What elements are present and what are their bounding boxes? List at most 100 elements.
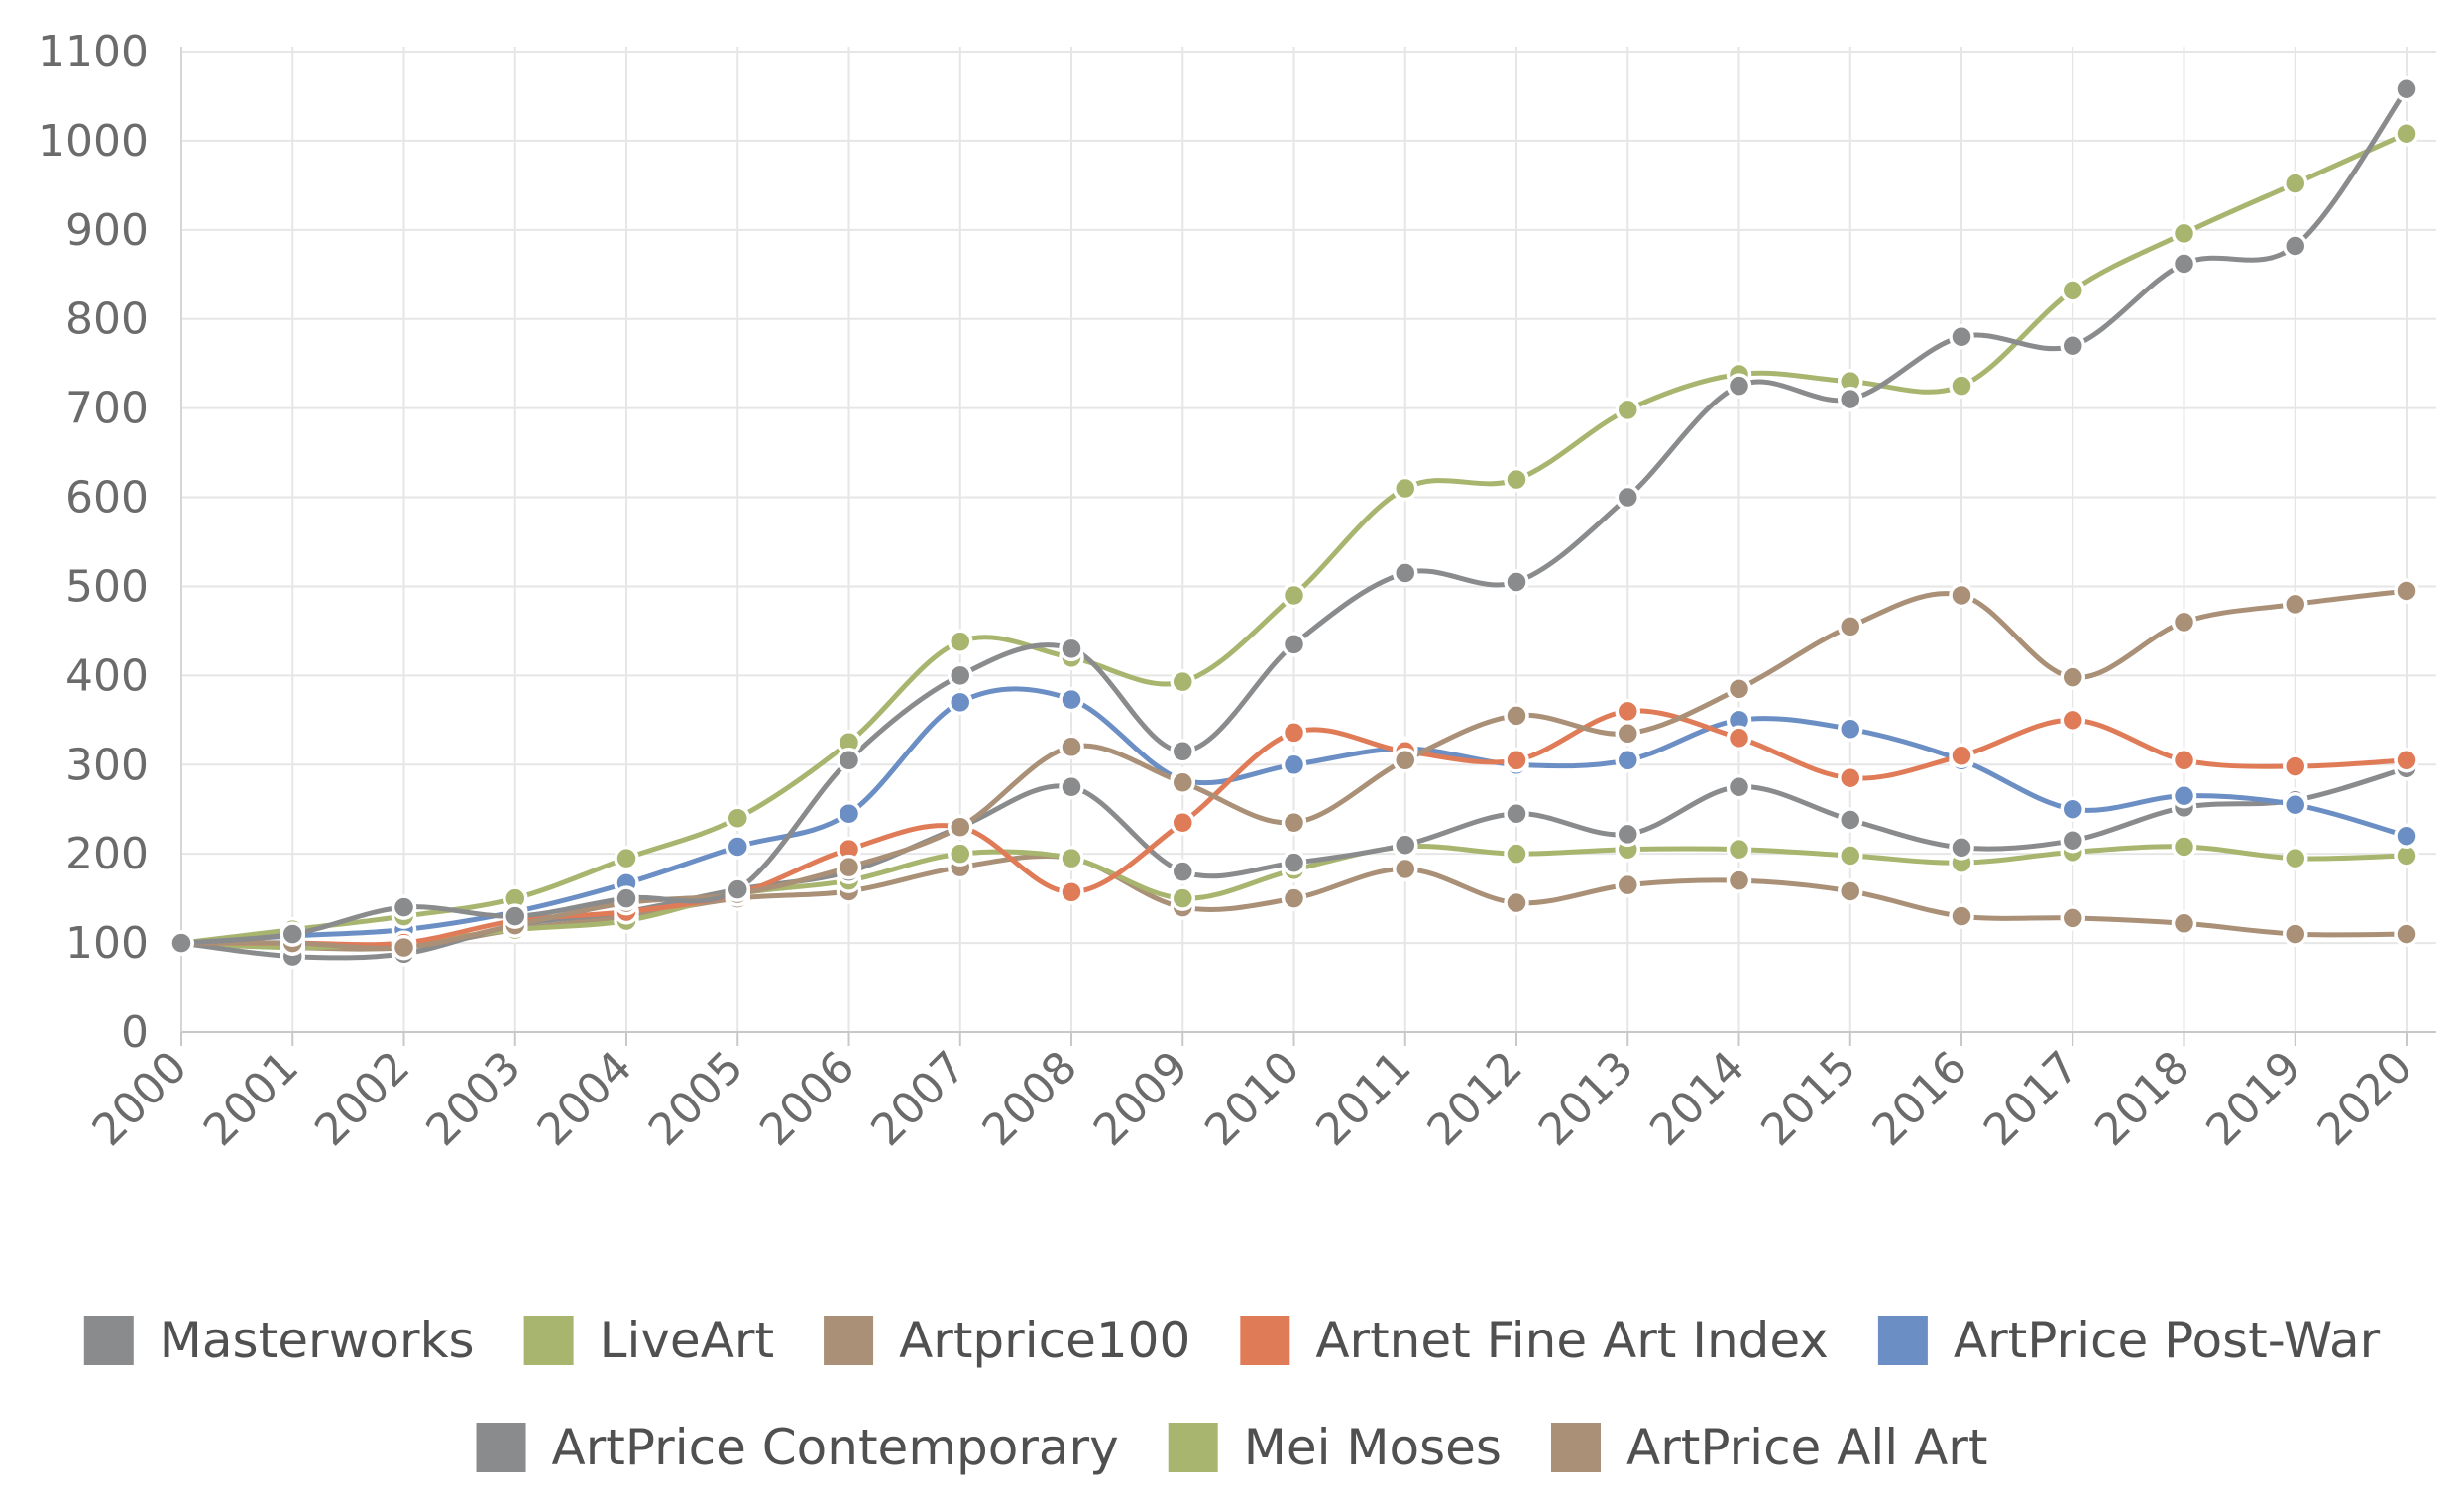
data-point-artnet-fine-art-index-2015[interactable] xyxy=(1838,765,1863,791)
data-point-artprice-post-war-2020[interactable] xyxy=(2394,823,2419,849)
data-point-artprice-all-art-2013[interactable] xyxy=(1615,871,1640,898)
legend-item-artprice-post-war[interactable]: ArtPrice Post-War xyxy=(1877,1312,2381,1369)
data-point-artprice100-2015[interactable] xyxy=(1838,614,1863,639)
data-point-mei-moses-2015[interactable] xyxy=(1838,843,1863,868)
legend-item-artprice-all-art[interactable]: ArtPrice All Art xyxy=(1550,1419,1987,1476)
data-point-artprice100-2006[interactable] xyxy=(836,854,862,880)
data-point-artprice-contemporary-2011[interactable] xyxy=(1393,832,1418,858)
legend-item-artnet-fine-art-index[interactable]: Artnet Fine Art Index xyxy=(1240,1312,1829,1369)
data-point-masterworks-2001[interactable] xyxy=(280,921,305,947)
data-point-artprice-contemporary-2013[interactable] xyxy=(1615,821,1640,848)
data-point-artprice-post-war-2015[interactable] xyxy=(1838,716,1863,743)
data-point-artprice-post-war-2013[interactable] xyxy=(1615,748,1640,773)
data-point-artprice-all-art-2012[interactable] xyxy=(1504,889,1529,916)
data-point-artprice-contemporary-2017[interactable] xyxy=(2060,827,2085,854)
data-point-artprice100-2020[interactable] xyxy=(2394,578,2419,604)
data-point-artnet-fine-art-index-2018[interactable] xyxy=(2171,748,2197,773)
data-point-masterworks-2020[interactable] xyxy=(2394,76,2419,102)
data-point-masterworks-2009[interactable] xyxy=(1170,739,1195,764)
data-point-artprice-post-war-2007[interactable] xyxy=(948,689,973,716)
data-point-artprice-post-war-2019[interactable] xyxy=(2283,791,2308,818)
data-point-artnet-fine-art-index-2010[interactable] xyxy=(1281,720,1307,746)
data-point-masterworks-2004[interactable] xyxy=(614,885,639,911)
data-point-liveart-2016[interactable] xyxy=(1949,373,1974,399)
data-point-artprice-all-art-2016[interactable] xyxy=(1949,903,1974,929)
data-point-masterworks-2015[interactable] xyxy=(1838,386,1863,412)
data-point-liveart-2010[interactable] xyxy=(1281,582,1307,609)
legend-item-masterworks[interactable]: Masterworks xyxy=(83,1312,475,1369)
data-point-liveart-2004[interactable] xyxy=(614,845,639,871)
data-point-artnet-fine-art-index-2014[interactable] xyxy=(1726,725,1752,752)
data-point-liveart-2020[interactable] xyxy=(2394,120,2419,147)
data-point-artprice-all-art-2019[interactable] xyxy=(2283,921,2308,947)
data-point-masterworks-2002[interactable] xyxy=(391,894,417,920)
data-point-mei-moses-2014[interactable] xyxy=(1726,836,1752,863)
legend-item-mei-moses[interactable]: Mei Moses xyxy=(1168,1419,1502,1476)
data-point-liveart-2007[interactable] xyxy=(948,629,973,654)
data-point-artprice-contemporary-2008[interactable] xyxy=(1059,774,1084,800)
data-point-artprice-contemporary-2012[interactable] xyxy=(1504,800,1529,827)
data-point-artnet-fine-art-index-2020[interactable] xyxy=(2394,748,2419,773)
data-point-artprice-contemporary-2009[interactable] xyxy=(1170,859,1195,884)
data-point-mei-moses-2019[interactable] xyxy=(2283,845,2308,871)
data-point-masterworks-2018[interactable] xyxy=(2171,251,2197,277)
data-point-masterworks-2014[interactable] xyxy=(1726,373,1752,399)
legend-item-artprice-contemporary[interactable]: ArtPrice Contemporary xyxy=(476,1419,1119,1476)
data-point-liveart-2012[interactable] xyxy=(1504,466,1529,493)
data-point-liveart-2005[interactable] xyxy=(725,805,750,831)
data-point-liveart-2017[interactable] xyxy=(2060,278,2085,303)
data-point-artprice100-2014[interactable] xyxy=(1726,676,1752,702)
data-point-liveart-2011[interactable] xyxy=(1393,475,1418,502)
data-point-masterworks-2011[interactable] xyxy=(1393,560,1418,586)
data-point-masterworks-2000[interactable] xyxy=(168,930,194,956)
data-point-artprice100-2010[interactable] xyxy=(1281,809,1307,836)
data-point-artnet-fine-art-index-2017[interactable] xyxy=(2060,707,2085,734)
data-point-artprice-all-art-2020[interactable] xyxy=(2394,921,2419,947)
data-point-artprice100-2018[interactable] xyxy=(2171,609,2197,636)
data-point-masterworks-2007[interactable] xyxy=(948,662,973,689)
data-point-artprice-contemporary-2016[interactable] xyxy=(1949,835,1974,861)
data-point-masterworks-2013[interactable] xyxy=(1615,484,1640,511)
legend-item-artprice100[interactable]: Artprice100 xyxy=(824,1312,1190,1369)
data-point-artnet-fine-art-index-2013[interactable] xyxy=(1615,698,1640,725)
data-point-artprice100-2016[interactable] xyxy=(1949,582,1974,609)
data-point-masterworks-2005[interactable] xyxy=(725,876,750,902)
data-point-artprice-contemporary-2014[interactable] xyxy=(1726,774,1752,800)
data-point-liveart-2018[interactable] xyxy=(2171,220,2197,247)
data-point-artnet-fine-art-index-2016[interactable] xyxy=(1949,743,1974,769)
data-point-masterworks-2010[interactable] xyxy=(1281,632,1307,657)
data-point-artprice100-2009[interactable] xyxy=(1170,769,1195,796)
data-point-artprice-post-war-2018[interactable] xyxy=(2171,782,2197,809)
data-point-artprice100-2019[interactable] xyxy=(2283,591,2308,618)
data-point-masterworks-2008[interactable] xyxy=(1059,636,1084,662)
data-point-artprice-all-art-2017[interactable] xyxy=(2060,905,2085,931)
data-point-artprice-all-art-2014[interactable] xyxy=(1726,868,1752,893)
data-point-artprice-all-art-2018[interactable] xyxy=(2171,910,2197,937)
data-point-artnet-fine-art-index-2009[interactable] xyxy=(1170,809,1195,836)
legend-item-liveart[interactable]: LiveArt xyxy=(523,1312,774,1369)
data-point-artprice-post-war-2010[interactable] xyxy=(1281,752,1307,778)
data-point-liveart-2009[interactable] xyxy=(1170,668,1195,695)
data-point-artprice-post-war-2005[interactable] xyxy=(725,834,750,860)
data-point-artnet-fine-art-index-2012[interactable] xyxy=(1504,748,1529,773)
data-point-artprice100-2007[interactable] xyxy=(948,814,973,840)
data-point-masterworks-2017[interactable] xyxy=(2060,332,2085,359)
data-point-artprice-post-war-2006[interactable] xyxy=(836,800,862,827)
data-point-mei-moses-2008[interactable] xyxy=(1059,845,1084,871)
data-point-artprice-contemporary-2010[interactable] xyxy=(1281,850,1307,875)
data-point-artprice-post-war-2017[interactable] xyxy=(2060,796,2085,822)
data-point-masterworks-2003[interactable] xyxy=(503,903,528,929)
data-point-artprice100-2017[interactable] xyxy=(2060,664,2085,690)
data-point-artprice100-2002[interactable] xyxy=(391,934,417,961)
data-point-artprice100-2011[interactable] xyxy=(1393,748,1418,773)
data-point-artprice100-2013[interactable] xyxy=(1615,721,1640,747)
data-point-liveart-2013[interactable] xyxy=(1615,397,1640,423)
data-point-mei-moses-2007[interactable] xyxy=(948,841,973,867)
data-point-artprice100-2012[interactable] xyxy=(1504,703,1529,729)
data-point-artprice-all-art-2011[interactable] xyxy=(1393,856,1418,882)
data-point-masterworks-2019[interactable] xyxy=(2283,233,2308,259)
data-point-mei-moses-2009[interactable] xyxy=(1170,885,1195,911)
data-point-mei-moses-2012[interactable] xyxy=(1504,841,1529,867)
data-point-masterworks-2006[interactable] xyxy=(836,748,862,773)
data-point-artprice-contemporary-2015[interactable] xyxy=(1838,807,1863,833)
